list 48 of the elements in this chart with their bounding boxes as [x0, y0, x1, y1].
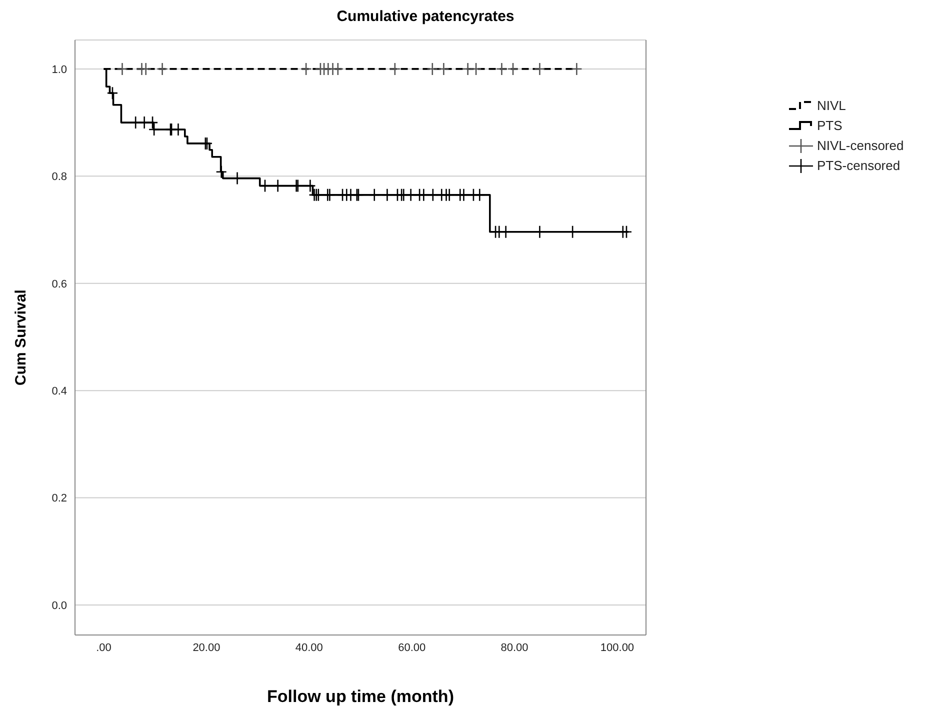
point — [172, 122, 184, 136]
point — [405, 188, 416, 202]
legend-label: NIVL-censored — [817, 137, 904, 155]
legend-label: NIVL — [817, 97, 846, 115]
point — [507, 62, 519, 76]
point — [382, 188, 393, 202]
point — [332, 62, 344, 76]
point — [138, 116, 150, 130]
point — [474, 188, 486, 202]
point — [444, 188, 455, 202]
y-axis-title: Cum Survival — [12, 290, 30, 386]
point — [146, 116, 158, 130]
point — [130, 116, 142, 130]
point — [462, 62, 474, 76]
point — [427, 188, 439, 202]
y-tick-label: 0.6 — [52, 278, 67, 290]
point — [496, 62, 508, 76]
x-tick-label: 100.00 — [600, 642, 634, 654]
y-tick-label: 0.0 — [52, 600, 67, 612]
point — [116, 62, 128, 76]
x-tick-label: 80.00 — [500, 642, 528, 654]
point — [426, 62, 438, 76]
chart-title: Cumulative patencyrates — [336, 8, 516, 25]
point — [156, 62, 168, 76]
y-tick-label: 0.8 — [52, 171, 67, 184]
legend-label: PTS-censored — [817, 157, 900, 175]
point — [368, 188, 380, 202]
point — [470, 62, 482, 76]
point — [571, 62, 582, 76]
y-tick-label: 0.4 — [52, 385, 67, 398]
x-axis-title: Follow up time (month) — [267, 687, 454, 706]
point — [324, 188, 336, 202]
point — [216, 165, 227, 179]
point — [438, 62, 450, 76]
point — [389, 62, 401, 76]
x-tick-label: 20.00 — [192, 642, 220, 654]
x-tick-label: 60.00 — [398, 642, 426, 654]
y-tick-label: 0.2 — [52, 492, 67, 505]
y-tick-label: 1.0 — [52, 64, 67, 76]
point — [458, 188, 470, 202]
point — [418, 188, 430, 202]
point — [106, 86, 118, 100]
point — [148, 122, 160, 136]
legend-label: PTS — [817, 117, 842, 135]
point — [534, 62, 546, 76]
x-tick-label: .00 — [96, 642, 112, 654]
point — [300, 62, 312, 76]
x-tick-label: 40.00 — [295, 642, 323, 654]
